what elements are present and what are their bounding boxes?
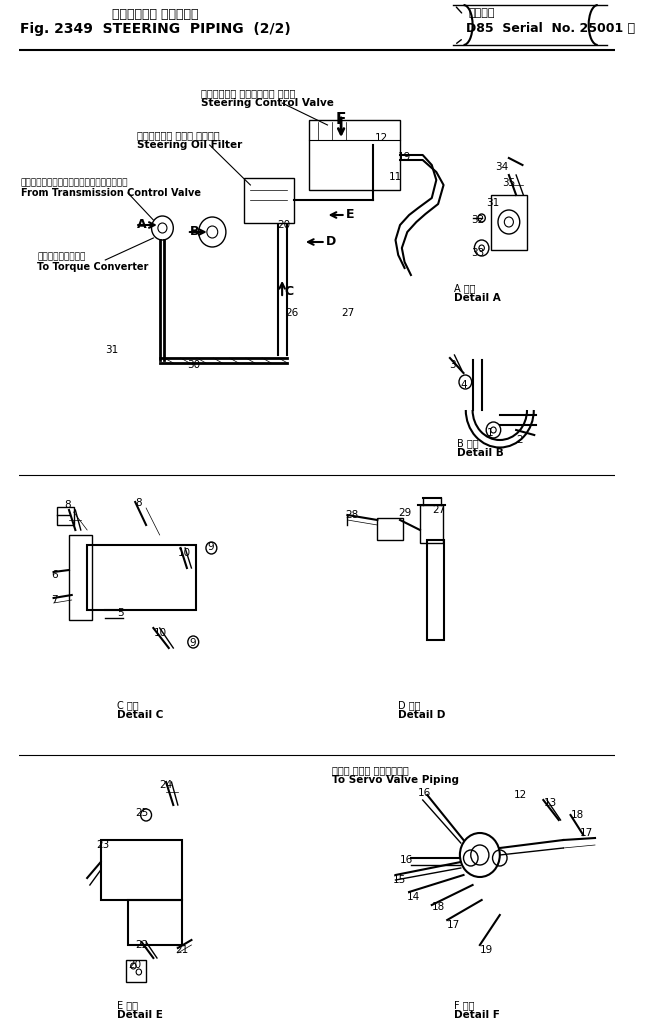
Text: To Servo Valve Piping: To Servo Valve Piping bbox=[332, 775, 459, 785]
Text: 35: 35 bbox=[503, 177, 516, 188]
Text: 10: 10 bbox=[153, 628, 166, 638]
Text: E: E bbox=[346, 208, 354, 221]
Text: 16: 16 bbox=[418, 788, 432, 798]
Text: Steering Oil Filter: Steering Oil Filter bbox=[137, 140, 242, 150]
Text: 22: 22 bbox=[135, 940, 148, 950]
Text: ステアリング コントロール バルブ: ステアリング コントロール バルブ bbox=[200, 88, 295, 98]
Text: 24: 24 bbox=[160, 780, 173, 790]
Text: 10: 10 bbox=[178, 548, 191, 558]
Text: 8: 8 bbox=[135, 498, 142, 508]
Bar bbox=[101, 840, 183, 900]
Text: F 詳細: F 詳細 bbox=[455, 1000, 475, 1010]
Bar bbox=[244, 177, 294, 223]
Text: 7: 7 bbox=[51, 595, 58, 605]
Text: 34: 34 bbox=[495, 162, 509, 172]
Text: B 詳細: B 詳細 bbox=[457, 438, 479, 448]
Text: Detail C: Detail C bbox=[117, 710, 164, 720]
Text: 30: 30 bbox=[187, 360, 200, 370]
Bar bbox=[309, 120, 400, 190]
Text: Detail E: Detail E bbox=[117, 1010, 163, 1020]
Bar bbox=[128, 900, 183, 945]
Text: 16: 16 bbox=[400, 855, 413, 865]
Text: D 詳細: D 詳細 bbox=[398, 700, 420, 710]
Text: Fig. 2349  STEERING  PIPING  (2/2): Fig. 2349 STEERING PIPING (2/2) bbox=[20, 22, 290, 36]
Text: From Transmission Control Valve: From Transmission Control Valve bbox=[21, 188, 201, 198]
Text: Detail B: Detail B bbox=[457, 448, 504, 458]
Text: トランスミッションコントロールバルブから: トランスミッションコントロールバルブから bbox=[21, 177, 128, 187]
Text: 20: 20 bbox=[278, 220, 291, 230]
Text: Detail F: Detail F bbox=[455, 1010, 501, 1020]
Text: 適用号機: 適用号機 bbox=[468, 8, 495, 18]
Text: 5: 5 bbox=[117, 608, 124, 618]
Text: 29: 29 bbox=[398, 508, 411, 518]
Text: 14: 14 bbox=[407, 892, 420, 902]
Bar bbox=[69, 535, 92, 620]
Bar bbox=[126, 960, 146, 982]
Text: 12: 12 bbox=[374, 133, 388, 143]
Text: 11: 11 bbox=[389, 172, 402, 182]
Bar bbox=[491, 195, 527, 250]
Text: サーボ バルブ パイピングへ: サーボ バルブ パイピングへ bbox=[332, 765, 409, 775]
Text: B: B bbox=[190, 225, 199, 238]
Bar bbox=[377, 518, 403, 540]
Text: 32: 32 bbox=[471, 215, 484, 225]
Text: Detail A: Detail A bbox=[455, 293, 501, 303]
Text: A 詳細: A 詳細 bbox=[455, 283, 476, 293]
Text: 9: 9 bbox=[190, 638, 196, 648]
Text: 2: 2 bbox=[516, 435, 523, 445]
Text: 27: 27 bbox=[432, 505, 445, 515]
Text: 19: 19 bbox=[480, 945, 493, 955]
Text: Detail D: Detail D bbox=[398, 710, 445, 720]
Text: E 詳細: E 詳細 bbox=[117, 1000, 138, 1010]
Text: 15: 15 bbox=[393, 875, 406, 885]
Text: 1: 1 bbox=[487, 428, 493, 438]
Text: 13: 13 bbox=[543, 798, 556, 808]
Text: 4: 4 bbox=[461, 380, 467, 390]
Text: C 詳細: C 詳細 bbox=[117, 700, 139, 710]
Text: Steering Control Valve: Steering Control Valve bbox=[200, 98, 333, 108]
Text: 12: 12 bbox=[513, 790, 527, 800]
Text: 25: 25 bbox=[135, 808, 148, 818]
Bar bbox=[420, 505, 443, 543]
Text: D85  Serial  No. 25001 ～: D85 Serial No. 25001 ～ bbox=[466, 22, 635, 35]
Text: 17: 17 bbox=[579, 828, 593, 838]
Text: 18: 18 bbox=[570, 810, 584, 820]
Text: 18: 18 bbox=[432, 902, 445, 912]
Text: F: F bbox=[336, 112, 346, 127]
Text: To Torque Converter: To Torque Converter bbox=[37, 262, 148, 272]
Text: 19: 19 bbox=[398, 152, 411, 162]
Text: 31: 31 bbox=[486, 198, 499, 208]
Text: 31: 31 bbox=[105, 345, 118, 355]
Text: A: A bbox=[137, 218, 147, 231]
Text: 28: 28 bbox=[346, 510, 359, 520]
Bar bbox=[87, 545, 196, 610]
Text: D: D bbox=[326, 235, 336, 248]
Text: 17: 17 bbox=[447, 920, 461, 930]
Text: 21: 21 bbox=[175, 945, 189, 955]
Text: 23: 23 bbox=[96, 840, 110, 850]
Text: ステアリング パイピング: ステアリング パイピング bbox=[112, 8, 198, 21]
Text: トルクコンバータへ: トルクコンバータへ bbox=[37, 252, 85, 261]
Text: 9: 9 bbox=[208, 542, 214, 552]
Text: 8: 8 bbox=[64, 500, 71, 510]
Text: 26: 26 bbox=[285, 308, 298, 318]
Text: 6: 6 bbox=[51, 570, 58, 580]
Text: 33: 33 bbox=[471, 248, 484, 258]
Text: 3: 3 bbox=[449, 360, 456, 370]
Text: 27: 27 bbox=[341, 308, 354, 318]
Text: 20: 20 bbox=[128, 960, 141, 970]
Text: ステアリング オイル フィルタ: ステアリング オイル フィルタ bbox=[137, 130, 219, 140]
Bar bbox=[427, 540, 443, 640]
Text: C: C bbox=[285, 285, 294, 298]
Bar bbox=[57, 507, 74, 525]
